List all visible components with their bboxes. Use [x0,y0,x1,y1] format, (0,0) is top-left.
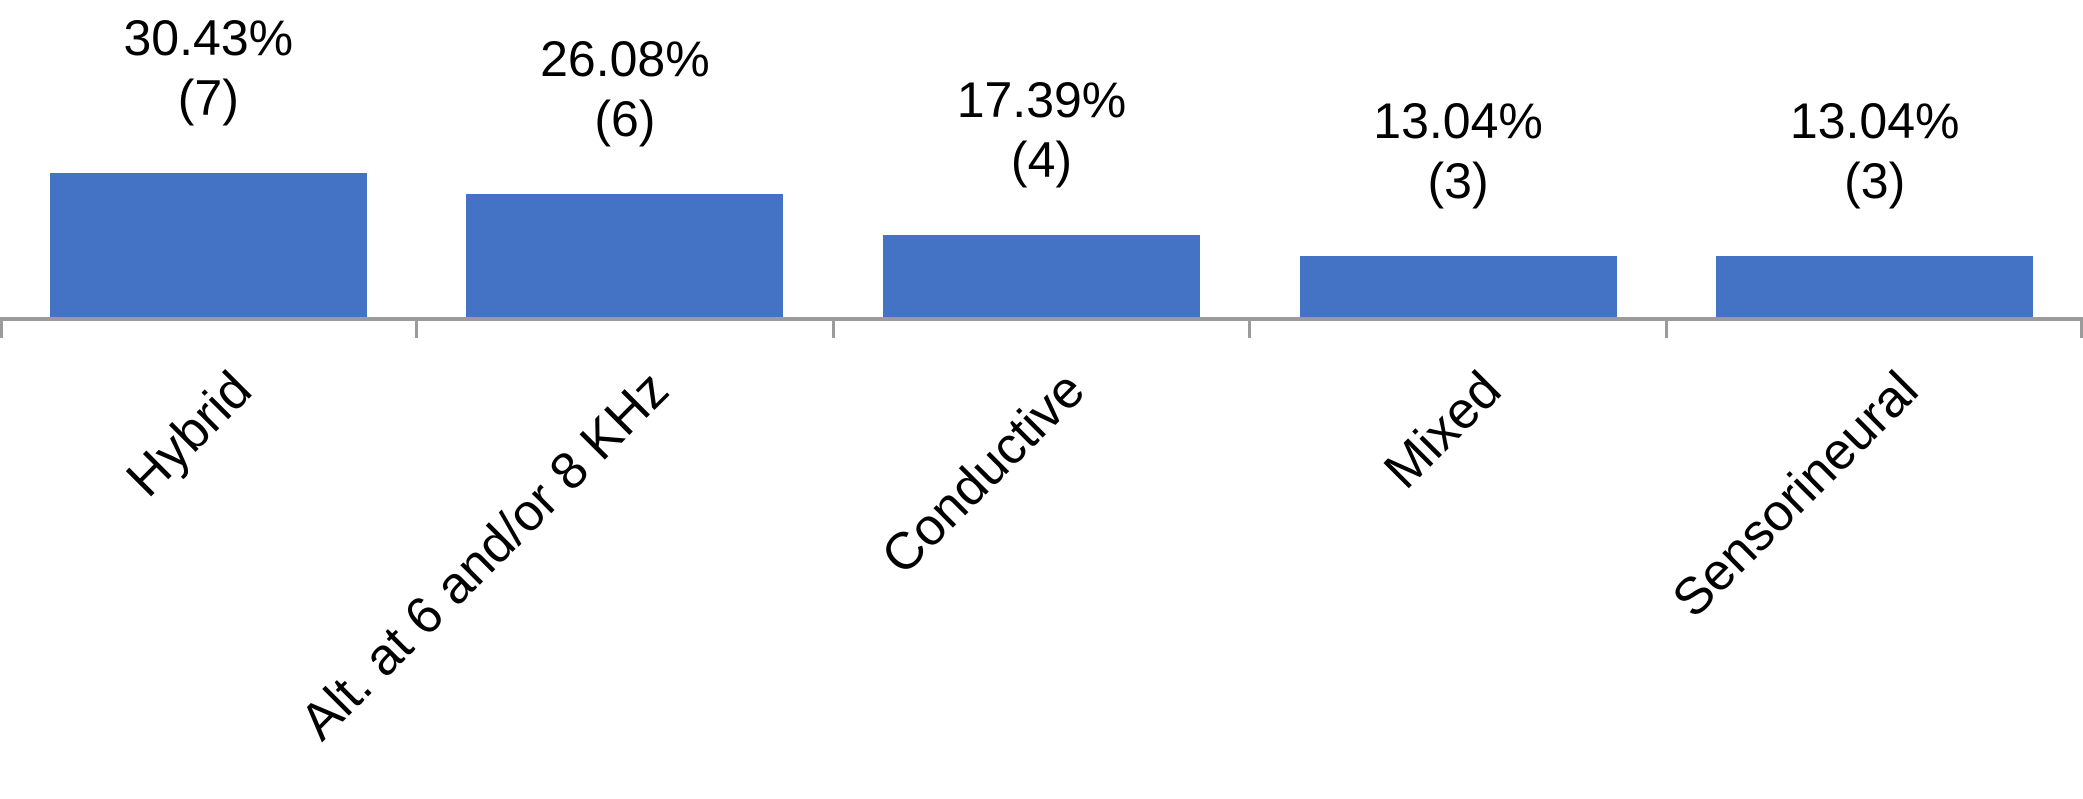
bar-value-label: 30.43% (7) [0,8,417,128]
x-axis-line [0,317,2083,321]
value-label-count: (3) [1844,153,1906,209]
category-label: Mixed [1373,360,1513,500]
bar-value-label: 26.08% (6) [417,29,834,149]
value-label-percent: 30.43% [123,10,294,66]
value-label-percent: 13.04% [1373,93,1543,149]
value-label-count: (7) [177,70,239,126]
category-label: Hybrid [115,360,263,508]
x-axis-tick [831,317,835,338]
x-axis-tick [2080,317,2083,338]
bar-value-label: 13.04% (3) [1250,91,1667,211]
bar [883,235,1200,318]
x-axis-tick [1248,317,1252,338]
category-label: Conductive [871,360,1097,586]
value-label-percent: 26.08% [540,31,710,87]
value-label-count: (6) [594,91,656,147]
value-label-count: (3) [1427,153,1489,209]
bar [49,173,367,318]
value-label-count: (4) [1010,132,1073,188]
bar-value-label: 13.04% (3) [1666,91,2083,211]
bar [466,194,784,318]
category-label: Alt. at 6 and/or 8 KHz [288,360,680,752]
bar [1716,256,2034,318]
category-label: Sensorineural [1661,360,1930,629]
x-axis-tick [1664,317,1668,338]
value-label-percent: 17.39% [956,72,1127,128]
bar [1299,256,1617,318]
bar-value-label: 17.39% (4) [833,70,1250,190]
x-axis-tick [0,317,3,338]
x-axis-tick [415,317,419,338]
value-label-percent: 13.04% [1789,93,1960,149]
